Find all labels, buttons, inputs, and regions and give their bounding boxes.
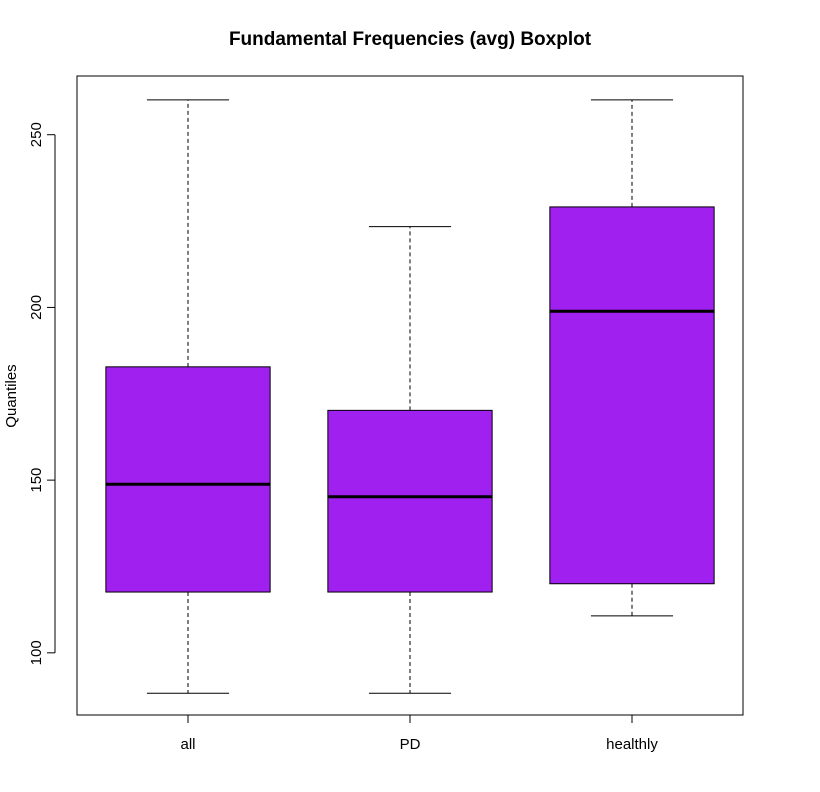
box-all — [105, 99, 271, 694]
box-PD — [327, 226, 493, 694]
x-tick-label-healthly: healthly — [606, 736, 658, 753]
y-axis-label: Quantiles — [3, 364, 20, 427]
iqr-box-all — [105, 366, 271, 593]
y-tick-label-150: 150 — [28, 468, 45, 493]
chart-title: Fundamental Frequencies (avg) Boxplot — [229, 29, 592, 50]
box-series — [105, 99, 715, 694]
box-healthly — [549, 99, 715, 617]
iqr-box-PD — [327, 409, 493, 593]
x-tick-label-PD: PD — [400, 736, 421, 753]
y-tick-label-100: 100 — [28, 640, 45, 665]
iqr-box-healthly — [549, 206, 715, 585]
x-axis: all PD healthly — [180, 714, 658, 753]
y-axis: 100 150 200 250 — [28, 122, 56, 665]
y-tick-label-250: 250 — [28, 122, 45, 147]
y-tick-label-200: 200 — [28, 295, 45, 320]
x-tick-label-all: all — [180, 736, 195, 753]
